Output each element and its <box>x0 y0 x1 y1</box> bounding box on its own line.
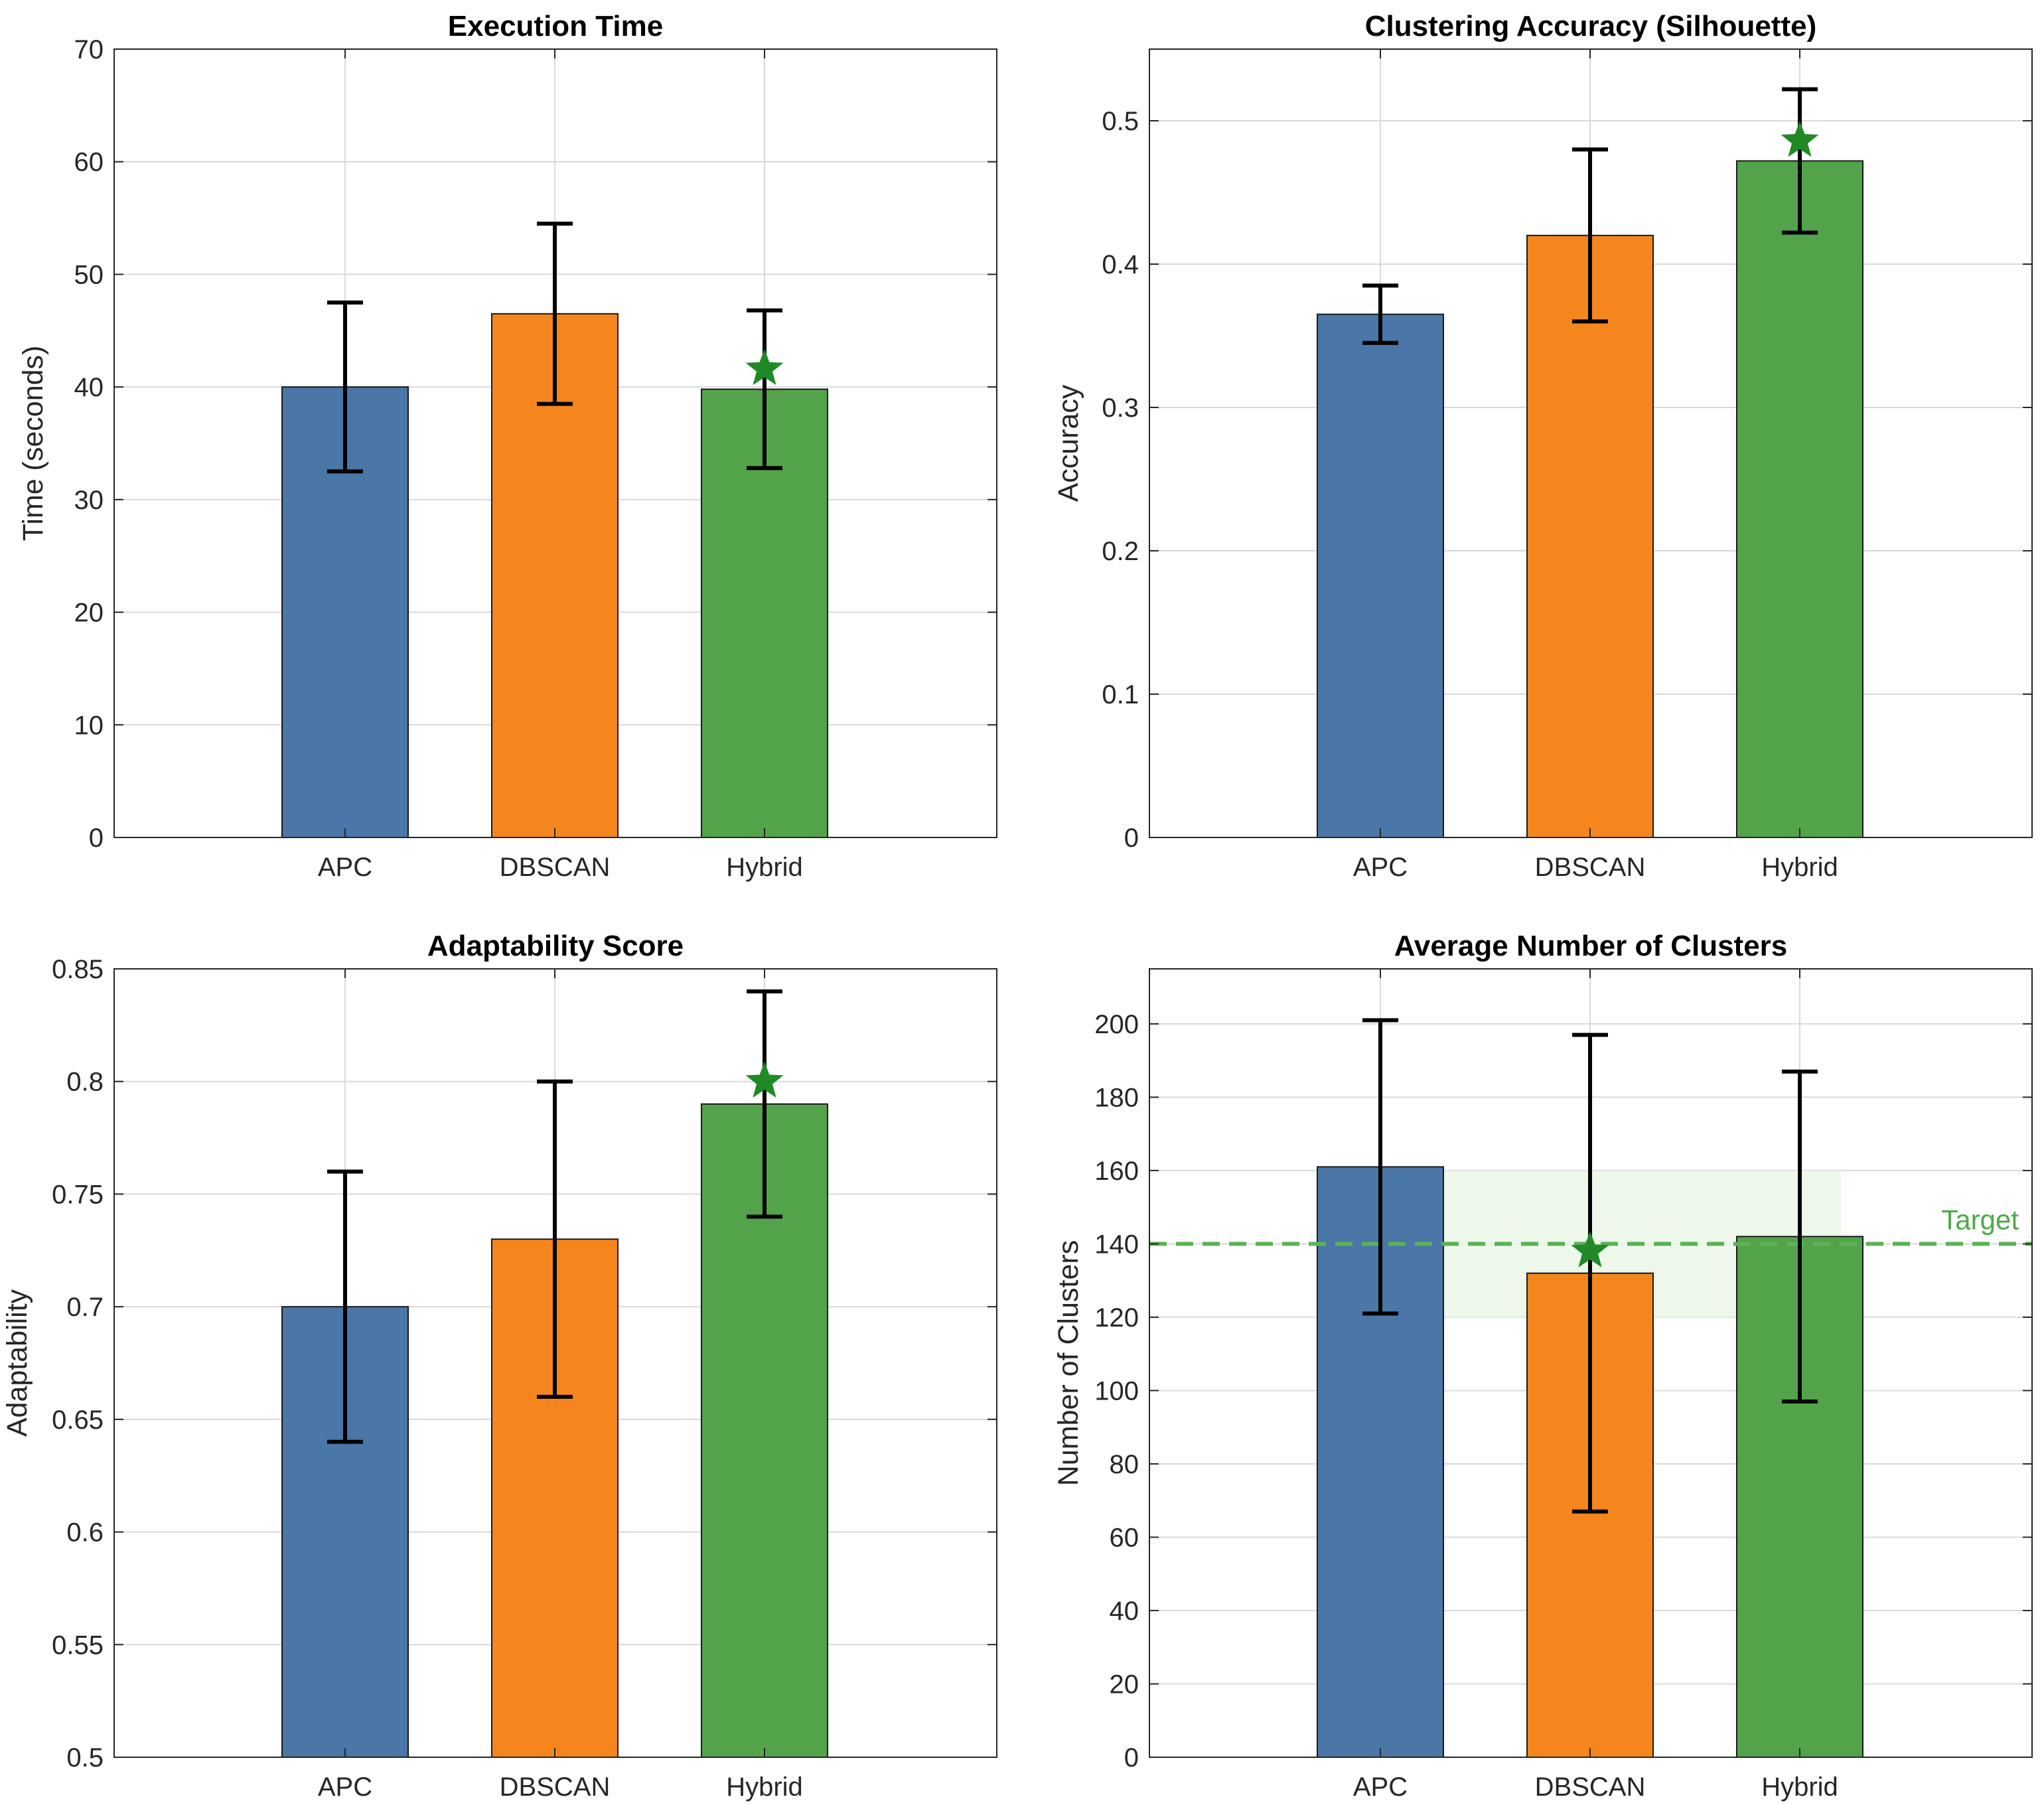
y-tick-label: 60 <box>1110 1523 1139 1552</box>
y-axis-label: Accuracy <box>1053 384 1084 502</box>
best-marker-star <box>1571 1231 1609 1267</box>
y-tick-label: 0.3 <box>1102 394 1139 423</box>
y-tick-label: 0.8 <box>66 1068 104 1097</box>
subplot-title: Execution Time <box>448 10 663 42</box>
subplot-title: Adaptability Score <box>427 930 684 962</box>
y-tick-label: 0.65 <box>52 1406 104 1435</box>
error-bar-dbscan <box>537 1079 573 1399</box>
y-tick-label: 0.4 <box>1102 250 1139 279</box>
y-tick-label: 0.7 <box>66 1293 104 1322</box>
error-bar-apc <box>327 300 363 474</box>
y-axis-label: Number of Clusters <box>1053 1240 1084 1486</box>
y-tick-label: 100 <box>1094 1376 1139 1406</box>
x-tick-label-dbscan: DBSCAN <box>500 853 611 882</box>
error-bar-dbscan <box>1572 147 1608 324</box>
y-tick-label: 20 <box>74 599 104 628</box>
subplot-2: 0 0.1 0.2 0.3 0.4 0.5 APC DBSCAN Hybrid Clusterin… <box>1053 10 2033 882</box>
x-tick-label-hybrid: Hybrid <box>726 1772 803 1802</box>
y-tick-label: 40 <box>74 373 104 402</box>
y-axis-label: Adaptability <box>1 1289 33 1437</box>
y-tick-label: 0.85 <box>52 955 104 984</box>
error-bar-hybrid <box>747 989 782 1219</box>
x-tick-label-dbscan: DBSCAN <box>1535 1772 1646 1802</box>
y-tick-label: 0.2 <box>1102 537 1139 566</box>
y-tick-label: 0.6 <box>66 1518 104 1548</box>
y-tick-label: 30 <box>74 486 104 515</box>
error-bar-hybrid <box>747 308 782 470</box>
target-label: Target <box>1941 1204 2019 1235</box>
x-tick-label-apc: APC <box>318 853 372 882</box>
y-tick-label: 120 <box>1094 1303 1139 1333</box>
subplot-title: Average Number of Clusters <box>1394 930 1788 962</box>
bar-hybrid <box>1736 160 1863 839</box>
x-tick-label-apc: APC <box>1353 1772 1408 1802</box>
subplot-4: Target 0 20 40 60 80 100 120 140 160 180 200 APC DBSC… <box>1053 930 2033 1802</box>
y-tick-label: 140 <box>1094 1230 1139 1259</box>
subplot-title: Clustering Accuracy (Silhouette) <box>1365 10 1817 42</box>
error-bar-hybrid <box>1782 87 1818 235</box>
y-tick-label: 0.5 <box>66 1743 104 1772</box>
y-tick-label: 180 <box>1094 1083 1139 1112</box>
y-tick-label: 0.55 <box>52 1630 104 1660</box>
y-tick-label: 10 <box>74 711 104 740</box>
bar-dbscan <box>1526 234 1654 838</box>
x-tick-label-apc: APC <box>318 1772 372 1802</box>
x-tick-label-hybrid: Hybrid <box>726 853 803 882</box>
subplot-1: 0 10 20 30 40 50 60 70 APC DBSCAN Hybrid Execution … <box>17 10 997 882</box>
y-tick-label: 60 <box>74 148 104 177</box>
subplot-3: 0.5 0.55 0.6 0.65 0.7 0.75 0.8 0.85 APC DBSCAN Hyb… <box>1 930 997 1802</box>
y-tick-label: 0.1 <box>1102 680 1139 709</box>
y-tick-label: 0.5 <box>1102 107 1139 136</box>
y-tick-label: 0 <box>89 824 104 853</box>
y-tick-label: 0 <box>1124 824 1139 853</box>
y-axis-label: Time (seconds) <box>17 346 49 542</box>
x-tick-label-hybrid: Hybrid <box>1761 1772 1838 1802</box>
error-bar-apc <box>327 1169 363 1444</box>
x-tick-label-apc: APC <box>1353 853 1408 882</box>
best-marker-star <box>745 1061 784 1098</box>
error-bar-hybrid <box>1782 1069 1818 1404</box>
bar-apc <box>1317 313 1444 839</box>
y-tick-label: 70 <box>74 35 104 64</box>
x-tick-label-dbscan: DBSCAN <box>1535 853 1646 882</box>
y-tick-label: 0 <box>1124 1743 1139 1772</box>
y-tick-label: 160 <box>1094 1157 1139 1186</box>
error-bar-apc <box>1362 1018 1398 1316</box>
best-marker-star <box>1781 121 1819 157</box>
y-tick-label: 50 <box>74 260 104 289</box>
y-tick-label: 0.75 <box>52 1180 104 1209</box>
y-tick-label: 80 <box>1110 1450 1139 1479</box>
y-tick-label: 40 <box>1110 1597 1139 1626</box>
x-tick-label-hybrid: Hybrid <box>1761 853 1838 882</box>
y-tick-label: 20 <box>1110 1670 1139 1699</box>
y-tick-label: 200 <box>1094 1010 1139 1039</box>
error-bar-dbscan <box>537 222 573 406</box>
error-bar-apc <box>1362 283 1398 345</box>
x-tick-label-dbscan: DBSCAN <box>500 1772 611 1802</box>
error-bar-dbscan <box>1572 1033 1608 1514</box>
best-marker-star <box>745 349 784 386</box>
